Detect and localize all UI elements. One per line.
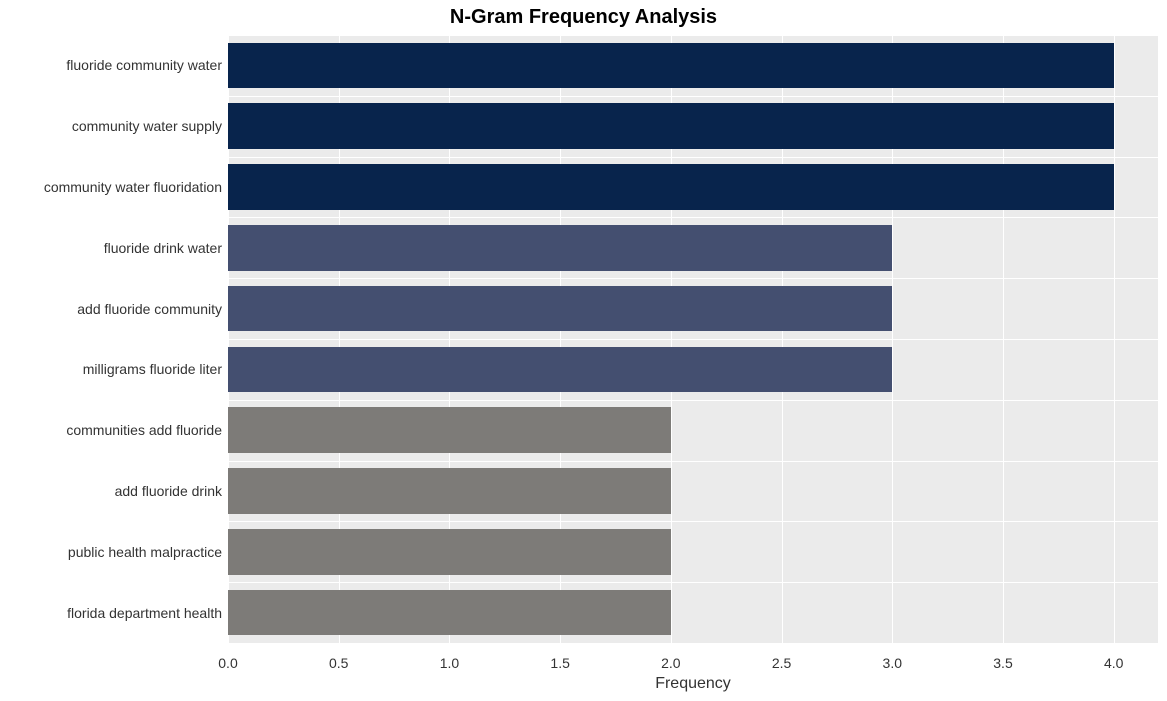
bar-row: [228, 529, 1158, 575]
bar-row: [228, 164, 1158, 210]
y-tick-label: add fluoride drink: [115, 483, 222, 499]
y-gridline: [228, 643, 1158, 644]
bar: [228, 468, 671, 514]
bar: [228, 407, 671, 453]
y-gridline: [228, 339, 1158, 340]
x-tick-label: 3.5: [993, 655, 1012, 671]
bar: [228, 103, 1114, 149]
x-tick-label: 1.5: [550, 655, 569, 671]
y-gridline: [228, 96, 1158, 97]
y-tick-label: community water supply: [72, 118, 222, 134]
bar: [228, 347, 892, 393]
ngram-frequency-chart: N-Gram Frequency Analysis Frequency 0.0 0…: [0, 0, 1167, 701]
y-gridline: [228, 35, 1158, 36]
bar-row: [228, 103, 1158, 149]
y-tick-label: fluoride drink water: [104, 240, 222, 256]
y-gridline: [228, 157, 1158, 158]
chart-title: N-Gram Frequency Analysis: [0, 6, 1167, 29]
bar: [228, 590, 671, 636]
x-tick-label: 2.5: [772, 655, 791, 671]
y-tick-label: community water fluoridation: [44, 179, 222, 195]
bar: [228, 529, 671, 575]
bar-row: [228, 590, 1158, 636]
y-gridline: [228, 278, 1158, 279]
bar-row: [228, 43, 1158, 89]
x-axis-title: Frequency: [228, 675, 1158, 693]
x-tick-label: 4.0: [1104, 655, 1123, 671]
x-tick-label: 1.0: [440, 655, 459, 671]
bar: [228, 43, 1114, 89]
x-tick-label: 3.0: [883, 655, 902, 671]
y-gridline: [228, 521, 1158, 522]
y-tick-label: fluoride community water: [66, 57, 222, 73]
y-gridline: [228, 400, 1158, 401]
x-tick-label: 0.5: [329, 655, 348, 671]
y-gridline: [228, 582, 1158, 583]
bar-row: [228, 468, 1158, 514]
x-tick-label: 0.0: [218, 655, 237, 671]
x-tick-label: 2.0: [661, 655, 680, 671]
bar-row: [228, 347, 1158, 393]
bar-row: [228, 286, 1158, 332]
y-gridline: [228, 217, 1158, 218]
bar: [228, 164, 1114, 210]
bar-row: [228, 225, 1158, 271]
y-tick-label: public health malpractice: [68, 544, 222, 560]
bar: [228, 225, 892, 271]
y-tick-label: florida department health: [67, 605, 222, 621]
y-gridline: [228, 461, 1158, 462]
y-tick-label: milligrams fluoride liter: [83, 361, 222, 377]
bar-row: [228, 407, 1158, 453]
y-tick-label: communities add fluoride: [66, 422, 222, 438]
bar: [228, 286, 892, 332]
y-tick-label: add fluoride community: [77, 301, 222, 317]
plot-area: [228, 35, 1158, 643]
